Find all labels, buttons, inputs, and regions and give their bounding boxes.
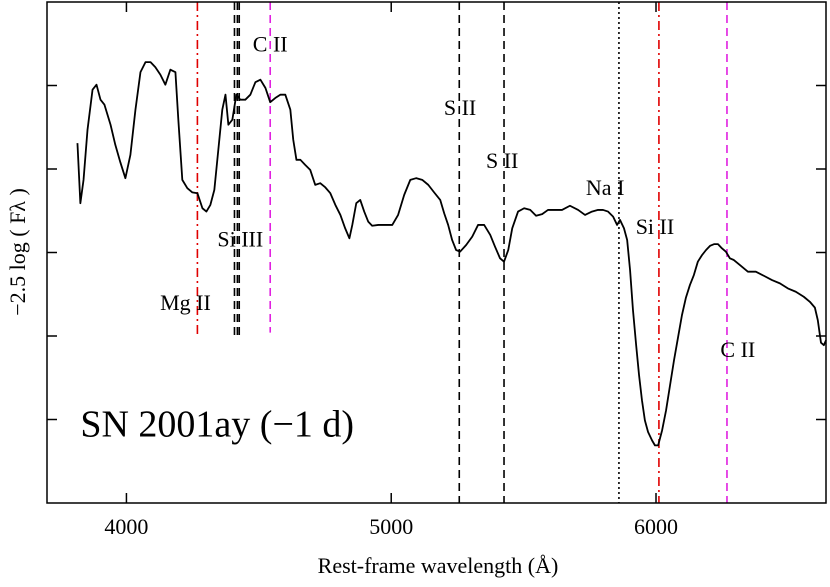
line-label: Mg II bbox=[160, 290, 211, 315]
object-label: SN 2001ay (−1 d) bbox=[80, 404, 354, 446]
line-label: Si II bbox=[636, 214, 675, 239]
x-axis-label: Rest-frame wavelength (Å) bbox=[318, 553, 559, 578]
x-tick-label: 4000 bbox=[104, 514, 148, 539]
x-tick-label: 5000 bbox=[369, 514, 413, 539]
line-label: C II bbox=[253, 31, 288, 56]
line-label: S II bbox=[444, 95, 476, 120]
line-label: C II bbox=[720, 337, 755, 362]
spectrum-line bbox=[76, 61, 827, 447]
y-axis-label: −2.5 log ( Fλ ) bbox=[5, 188, 30, 316]
line-label: Si III bbox=[217, 227, 263, 252]
line-label: Na I bbox=[586, 175, 624, 200]
line-label: S II bbox=[486, 148, 518, 173]
x-tick-label: 6000 bbox=[634, 514, 678, 539]
